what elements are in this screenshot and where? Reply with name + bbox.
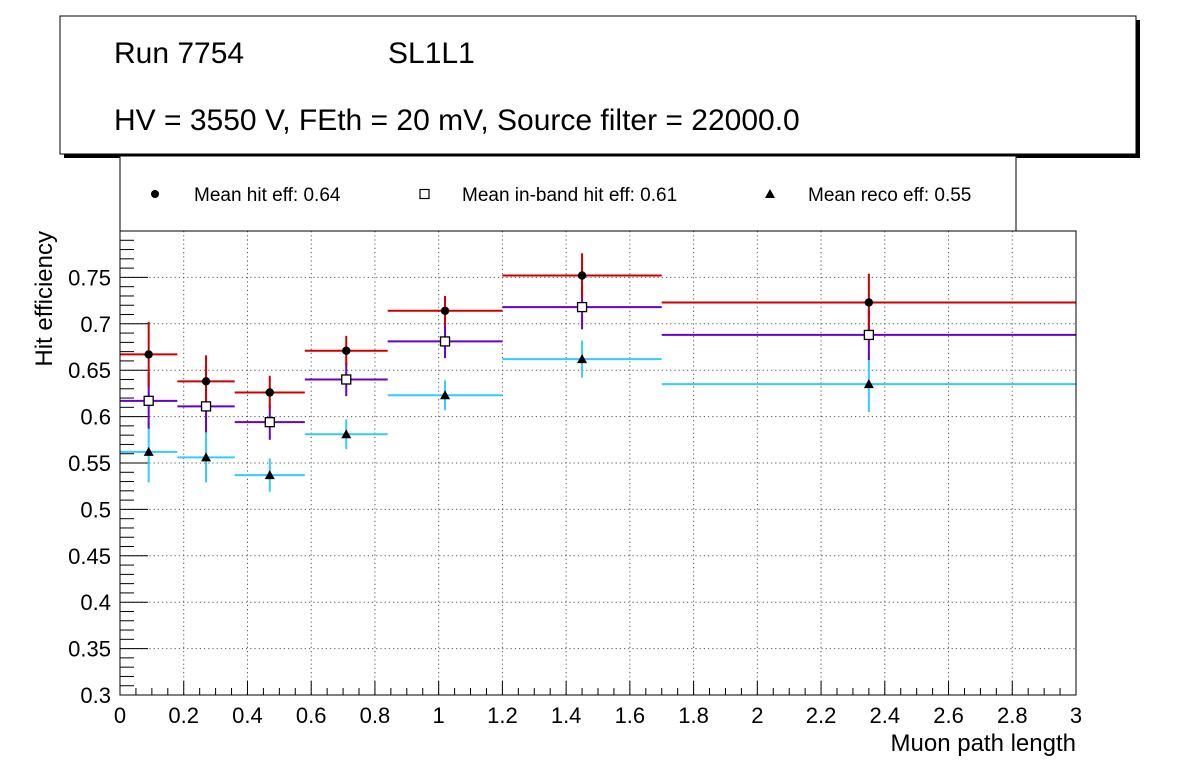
y-tick-label: 0.75 xyxy=(68,265,111,290)
y-axis-title: Hit efficiency xyxy=(31,231,58,367)
legend-reco-marker xyxy=(765,189,775,198)
inband-marker xyxy=(200,401,212,412)
x-tick-label: 1.8 xyxy=(678,703,709,728)
legend-hit-marker xyxy=(151,190,159,198)
inband-marker xyxy=(143,395,154,406)
x-tick-label: 1.6 xyxy=(615,703,646,728)
legend-box xyxy=(119,155,1017,232)
x-tick-label: 1.4 xyxy=(551,703,582,728)
x-tick-label: 0.4 xyxy=(232,703,263,728)
y-tick-label: 0.35 xyxy=(68,637,111,662)
x-tick-label: 3 xyxy=(1070,703,1082,728)
conditions-label: HV = 3550 V, FEth = 20 mV, Source filter… xyxy=(114,104,800,137)
x-tick-label: 2.4 xyxy=(870,703,901,728)
data-series xyxy=(120,253,1076,492)
x-tick-label: 1 xyxy=(433,703,445,728)
x-tick-label: 2.8 xyxy=(997,703,1028,728)
reco-marker xyxy=(264,470,275,480)
hit-marker xyxy=(144,350,153,359)
reco-marker xyxy=(863,379,874,389)
x-tick-label: 0.2 xyxy=(168,703,199,728)
y-tick-label: 0.3 xyxy=(80,683,111,708)
legend-reco-label: Mean reco eff: 0.55 xyxy=(808,185,971,206)
x-tick-label: 2.2 xyxy=(806,703,837,728)
y-tick-label: 0.55 xyxy=(68,451,111,476)
legend-hit-label: Mean hit eff: 0.64 xyxy=(194,185,341,206)
grid xyxy=(120,231,1076,695)
y-tick-label: 0.6 xyxy=(80,405,111,430)
hit-marker xyxy=(864,298,874,307)
x-tick-label: 1.2 xyxy=(487,703,518,728)
reco-marker xyxy=(577,354,588,364)
run-label: Run 7754 xyxy=(114,37,244,70)
hit-marker xyxy=(440,306,450,316)
x-axis-title: Muon path length xyxy=(891,730,1076,757)
x-tick-label: 0.8 xyxy=(360,703,391,728)
y-tick-label: 0.5 xyxy=(80,497,111,522)
header-box xyxy=(59,15,1137,155)
y-tick-label: 0.7 xyxy=(80,312,111,337)
x-tick-label: 2 xyxy=(751,703,763,728)
inband-marker xyxy=(576,301,588,313)
legend-inband-label: Mean in-band hit eff: 0.61 xyxy=(462,185,677,206)
x-tick-label: 2.6 xyxy=(933,703,964,728)
hit-marker xyxy=(265,388,274,397)
hit-marker xyxy=(201,377,211,386)
y-tick-label: 0.45 xyxy=(68,544,111,569)
legend-inband-marker xyxy=(419,188,430,200)
reco-marker xyxy=(201,452,212,462)
inband-marker xyxy=(341,374,352,385)
x-tick-label: 0 xyxy=(114,703,126,728)
reco-marker xyxy=(440,390,451,400)
hit-marker xyxy=(342,346,351,355)
inband-marker xyxy=(863,329,875,341)
y-tick-label: 0.65 xyxy=(68,358,111,383)
inband-marker xyxy=(264,417,275,428)
axis-ticks xyxy=(119,239,1077,696)
reco-marker xyxy=(143,446,154,456)
axis-tick-labels: 0 0.2 0.4 0.6 0.8 1 1.2 1.4 1.6 1.8 2 2.2 2.4 2.6 2.8 3… xyxy=(68,265,1082,728)
hit-marker xyxy=(577,271,587,280)
x-tick-label: 0.6 xyxy=(296,703,327,728)
y-tick-label: 0.4 xyxy=(80,590,111,615)
reco-marker xyxy=(341,429,352,439)
inband-marker xyxy=(439,336,451,347)
layer-label: SL1L1 xyxy=(388,37,475,70)
